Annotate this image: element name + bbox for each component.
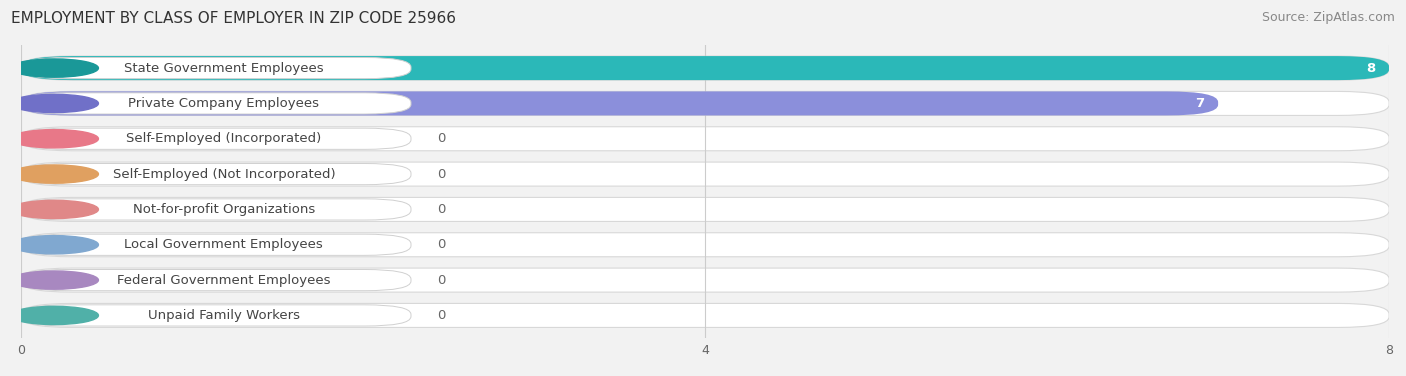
FancyBboxPatch shape bbox=[21, 197, 1389, 221]
Text: State Government Employees: State Government Employees bbox=[124, 62, 323, 74]
Text: 0: 0 bbox=[437, 203, 446, 216]
FancyBboxPatch shape bbox=[21, 58, 411, 79]
FancyBboxPatch shape bbox=[21, 93, 411, 114]
Text: Self-Employed (Incorporated): Self-Employed (Incorporated) bbox=[127, 132, 322, 145]
Text: Source: ZipAtlas.com: Source: ZipAtlas.com bbox=[1261, 11, 1395, 24]
Text: 0: 0 bbox=[437, 309, 446, 322]
FancyBboxPatch shape bbox=[21, 91, 1389, 115]
FancyBboxPatch shape bbox=[21, 303, 1389, 327]
Text: 0: 0 bbox=[437, 168, 446, 180]
FancyBboxPatch shape bbox=[21, 270, 411, 291]
Circle shape bbox=[10, 236, 98, 254]
FancyBboxPatch shape bbox=[21, 127, 1389, 151]
Circle shape bbox=[10, 165, 98, 183]
Circle shape bbox=[10, 59, 98, 77]
FancyBboxPatch shape bbox=[21, 56, 1389, 80]
Text: 0: 0 bbox=[437, 132, 446, 145]
FancyBboxPatch shape bbox=[21, 268, 1389, 292]
Circle shape bbox=[10, 94, 98, 112]
FancyBboxPatch shape bbox=[21, 162, 1389, 186]
FancyBboxPatch shape bbox=[21, 56, 1389, 80]
FancyBboxPatch shape bbox=[21, 234, 411, 255]
Text: Unpaid Family Workers: Unpaid Family Workers bbox=[148, 309, 299, 322]
Text: Federal Government Employees: Federal Government Employees bbox=[117, 274, 330, 287]
Circle shape bbox=[10, 306, 98, 324]
Text: 8: 8 bbox=[1367, 62, 1375, 74]
FancyBboxPatch shape bbox=[21, 164, 411, 185]
Text: Self-Employed (Not Incorporated): Self-Employed (Not Incorporated) bbox=[112, 168, 335, 180]
Circle shape bbox=[10, 130, 98, 148]
Text: Local Government Employees: Local Government Employees bbox=[125, 238, 323, 251]
Text: EMPLOYMENT BY CLASS OF EMPLOYER IN ZIP CODE 25966: EMPLOYMENT BY CLASS OF EMPLOYER IN ZIP C… bbox=[11, 11, 457, 26]
FancyBboxPatch shape bbox=[21, 199, 411, 220]
FancyBboxPatch shape bbox=[21, 305, 411, 326]
Circle shape bbox=[10, 271, 98, 289]
Text: Private Company Employees: Private Company Employees bbox=[128, 97, 319, 110]
Text: 0: 0 bbox=[437, 238, 446, 251]
Text: 7: 7 bbox=[1195, 97, 1205, 110]
FancyBboxPatch shape bbox=[21, 128, 411, 149]
Text: Not-for-profit Organizations: Not-for-profit Organizations bbox=[132, 203, 315, 216]
FancyBboxPatch shape bbox=[21, 233, 1389, 257]
FancyBboxPatch shape bbox=[21, 91, 1218, 115]
Text: 0: 0 bbox=[437, 274, 446, 287]
Circle shape bbox=[10, 200, 98, 218]
